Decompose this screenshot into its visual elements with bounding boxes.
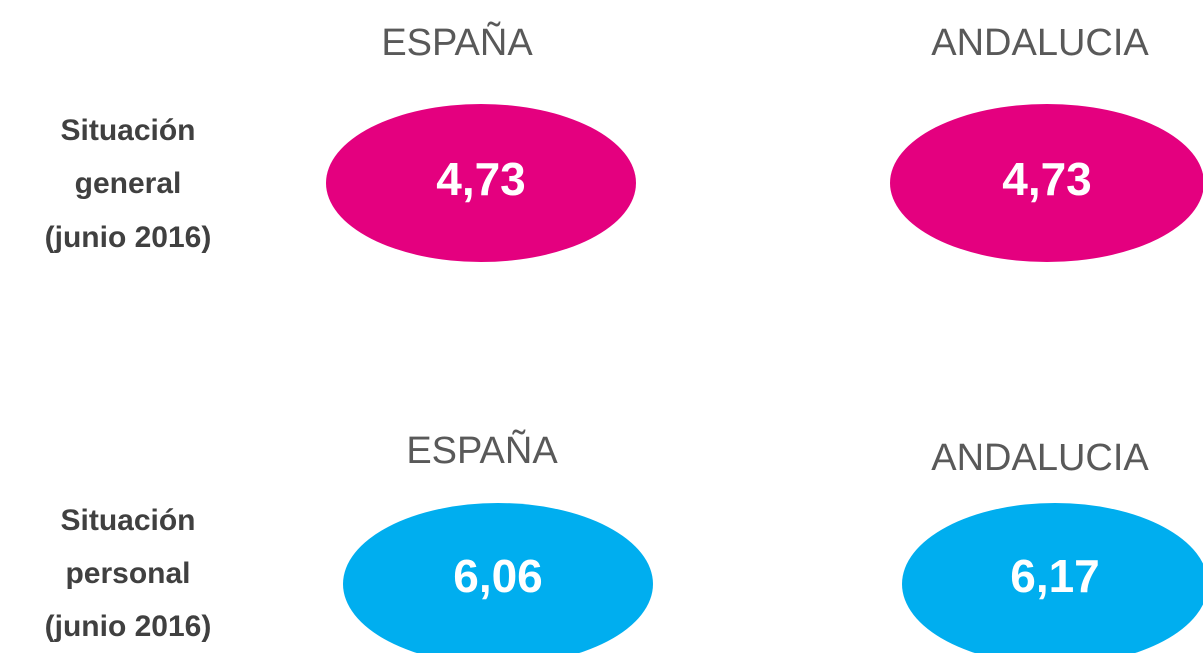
value: 6,06 xyxy=(453,550,543,602)
row-label: Situación xyxy=(60,504,195,537)
value: 4,73 xyxy=(1002,153,1092,205)
value-ellipse xyxy=(902,503,1203,653)
value: 4,73 xyxy=(436,153,526,205)
row-label: personal xyxy=(65,557,190,590)
value-ellipse xyxy=(343,503,653,653)
region-title: ESPAÑA xyxy=(381,21,533,64)
value: 6,17 xyxy=(1010,550,1100,602)
value-ellipse xyxy=(890,104,1203,262)
row-label: Situación xyxy=(60,114,195,147)
row-label: (junio 2016) xyxy=(45,610,212,643)
row-personal: Situación personal (junio 2016) ESPAÑA 6… xyxy=(45,429,1203,653)
region-title: ESPAÑA xyxy=(406,429,558,472)
region-title: ANDALUCIA xyxy=(931,437,1149,479)
row-label: general xyxy=(75,167,182,200)
row-general: Situación general (junio 2016) ESPAÑA 4,… xyxy=(45,21,1203,262)
region-title: ANDALUCIA xyxy=(931,22,1149,64)
row-label: (junio 2016) xyxy=(45,221,212,254)
value-ellipse xyxy=(326,104,636,262)
